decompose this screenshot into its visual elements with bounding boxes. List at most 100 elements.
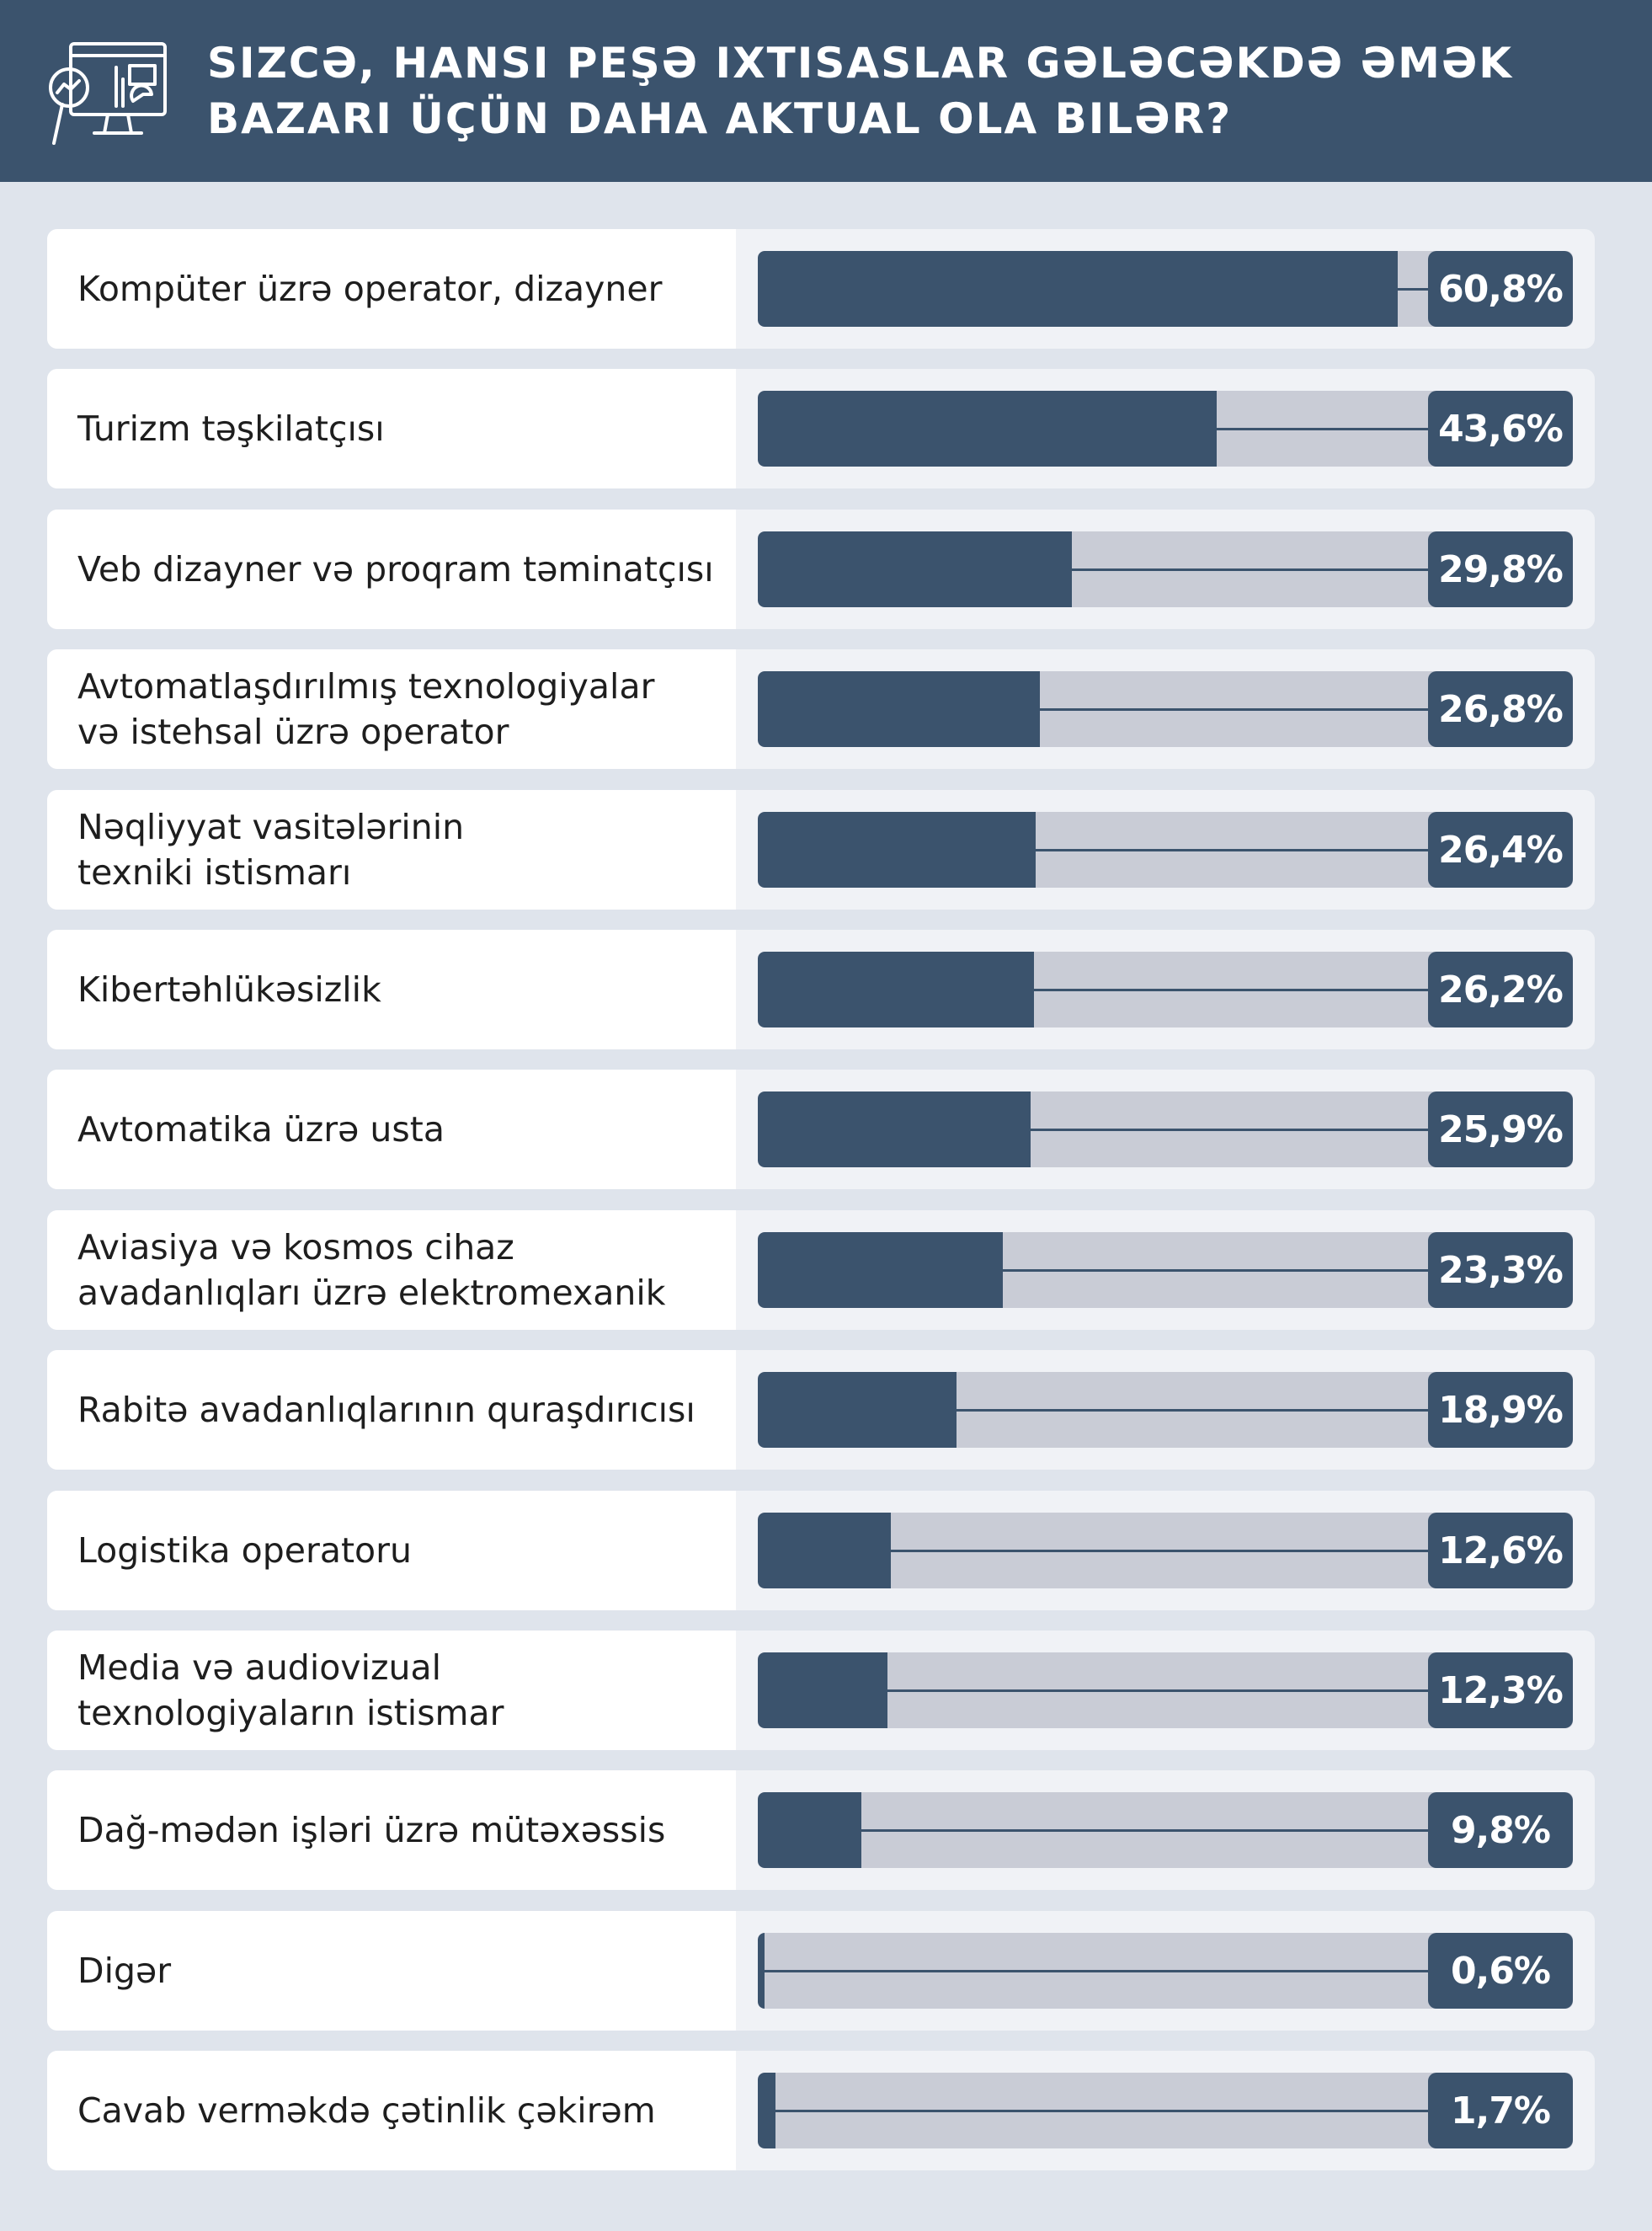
bar-row: Aviasiya və kosmos cihaz avadanlıqları üz… — [47, 1210, 1595, 1330]
category-label-cell: Nəqliyyat vasitələrinin texniki istismarı — [47, 790, 736, 910]
category-label-line: texniki istismarı — [77, 852, 352, 893]
bar-track: 43,6% — [758, 391, 1573, 467]
category-label: Avtomatlaşdırılmış texnologiyalar və iste… — [47, 664, 671, 755]
bar-track: 12,3% — [758, 1652, 1573, 1728]
bar — [758, 391, 1217, 467]
data-label: 25,9% — [1428, 1091, 1573, 1167]
monitor-analytics-magnifier-icon — [49, 42, 167, 145]
bar-track: 18,9% — [758, 1372, 1573, 1448]
bar-row: Dağ-mədən işləri üzrə mütəxəssis 9,8% — [47, 1770, 1595, 1890]
category-label-line: Media və audiovizual — [77, 1647, 441, 1688]
bar-row: Cavab verməkdə çətinlik çəkirəm 1,7% — [47, 2051, 1595, 2170]
bar-leader-line — [890, 1550, 1428, 1552]
bar-leader-line — [861, 1829, 1428, 1832]
bar-row: Turizm təşkilatçısı 43,6% — [47, 369, 1595, 488]
bar-leader-line — [1030, 1129, 1428, 1131]
bar — [758, 531, 1072, 607]
bar-leader-line — [887, 1689, 1428, 1692]
category-label-cell: Dağ-mədən işləri üzrə mütəxəssis — [47, 1770, 736, 1890]
category-label-cell: Rabitə avadanlıqlarının quraşdırıcısı — [47, 1350, 736, 1470]
bar — [758, 952, 1034, 1027]
bar-leader-line — [1036, 849, 1428, 851]
bar-track: 23,3% — [758, 1232, 1573, 1308]
category-label-cell: Veb dizayner və proqram təminatçısı — [47, 510, 736, 629]
category-label: Kibertəhlükəsizlik — [47, 967, 398, 1012]
bar-leader-line — [1003, 1269, 1428, 1272]
category-label-line: Nəqliyyat vasitələrinin — [77, 807, 465, 847]
data-label: 18,9% — [1428, 1372, 1573, 1448]
category-label-line: Rabitə avadanlıqlarının quraşdırıcısı — [77, 1390, 695, 1430]
category-label: Rabitə avadanlıqlarının quraşdırıcısı — [47, 1387, 712, 1433]
category-label-cell: Logistika operatoru — [47, 1491, 736, 1610]
category-label-cell: Cavab verməkdə çətinlik çəkirəm — [47, 2051, 736, 2170]
chart-title: Sizcə, hansı peşə ixtisaslar gələcəkdə ə… — [207, 35, 1596, 147]
bar — [758, 1792, 861, 1868]
bar-leader-line — [1033, 989, 1428, 991]
category-label-line: Dağ-mədən işləri üzrə mütəxəssis — [77, 1810, 666, 1850]
bar-track: 25,9% — [758, 1091, 1573, 1167]
bar — [758, 812, 1036, 888]
category-label: Veb dizayner və proqram təminatçısı — [47, 547, 731, 592]
bar-track: 60,8% — [758, 251, 1573, 327]
data-label: 43,6% — [1428, 391, 1573, 467]
category-label-line: və istehsal üzrə operator — [77, 712, 509, 752]
category-label-line: Aviasiya və kosmos cihaz — [77, 1227, 514, 1268]
bar-row: Kibertəhlükəsizlik 26,2% — [47, 930, 1595, 1049]
bar-row: Logistika operatoru 12,6% — [47, 1491, 1595, 1610]
category-label-line: Kibertəhlükəsizlik — [77, 969, 381, 1010]
bar — [758, 1513, 891, 1588]
chart-title-line-2: bazarı üçün daha aktual ola bilər? — [207, 94, 1233, 143]
bar-leader-line — [1398, 288, 1428, 291]
bar — [758, 1652, 887, 1728]
category-label: Turizm təşkilatçısı — [47, 406, 402, 451]
bar — [758, 671, 1040, 747]
bar — [758, 1933, 765, 2009]
bar-leader-line — [775, 2110, 1428, 2112]
category-label-line: texnologiyaların istismar — [77, 1693, 504, 1733]
bar-track: 12,6% — [758, 1513, 1573, 1588]
data-label: 0,6% — [1428, 1933, 1573, 2009]
category-label: Avtomatika üzrə usta — [47, 1107, 461, 1152]
bar-row: Nəqliyyat vasitələrinin texniki istismarı… — [47, 790, 1595, 910]
category-label-line: Veb dizayner və proqram təminatçısı — [77, 549, 714, 590]
category-label-line: Turizm təşkilatçısı — [77, 408, 385, 449]
bar — [758, 251, 1398, 327]
category-label: Dağ-mədən işləri üzrə mütəxəssis — [47, 1807, 682, 1853]
category-label: Aviasiya və kosmos cihaz avadanlıqları üz… — [47, 1225, 683, 1316]
data-label: 26,8% — [1428, 671, 1573, 747]
bar — [758, 1091, 1031, 1167]
bar-leader-line — [1040, 708, 1428, 711]
category-label-line: Logistika operatoru — [77, 1530, 412, 1571]
category-label-line: Digər — [77, 1951, 172, 1991]
bar-row: Veb dizayner və proqram təminatçısı 29,8% — [47, 510, 1595, 629]
category-label: Media və audiovizual texnologiyaların ist… — [47, 1645, 520, 1736]
category-label: Logistika operatoru — [47, 1528, 429, 1573]
bar-row: Kompüter üzrə operator, dizayner 60,8% — [47, 229, 1595, 349]
bar-leader-line — [1217, 428, 1428, 430]
data-label: 12,6% — [1428, 1513, 1573, 1588]
bar-row: Avtomatika üzrə usta 25,9% — [47, 1070, 1595, 1189]
bar-track: 9,8% — [758, 1792, 1573, 1868]
data-label: 1,7% — [1428, 2073, 1573, 2148]
data-label: 9,8% — [1428, 1792, 1573, 1868]
category-label-cell: Digər — [47, 1911, 736, 2031]
bar-leader-line — [764, 1970, 1428, 1972]
bar-track: 0,6% — [758, 1933, 1573, 2009]
data-label: 29,8% — [1428, 531, 1573, 607]
bar-track: 26,8% — [758, 671, 1573, 747]
chart-title-line-1: Sizcə, hansı peşə ixtisaslar gələcəkdə ə… — [207, 39, 1514, 88]
category-label: Nəqliyyat vasitələrinin texniki istismarı — [47, 804, 481, 895]
bar-track: 26,2% — [758, 952, 1573, 1027]
category-label-line: Kompüter üzrə operator, dizayner — [77, 269, 663, 309]
category-label-line: Avtomatlaşdırılmış texnologiyalar — [77, 666, 655, 707]
data-label: 23,3% — [1428, 1232, 1573, 1308]
bar — [758, 2073, 776, 2148]
data-label: 26,4% — [1428, 812, 1573, 888]
category-label: Kompüter üzrə operator, dizayner — [47, 266, 679, 312]
bar-row: Rabitə avadanlıqlarının quraşdırıcısı 18,… — [47, 1350, 1595, 1470]
category-label-line: Cavab verməkdə çətinlik çəkirəm — [77, 2090, 656, 2131]
bar-leader-line — [957, 1409, 1428, 1412]
category-label-line: Avtomatika üzrə usta — [77, 1109, 445, 1150]
bar-track: 1,7% — [758, 2073, 1573, 2148]
category-label-cell: Avtomatika üzrə usta — [47, 1070, 736, 1189]
